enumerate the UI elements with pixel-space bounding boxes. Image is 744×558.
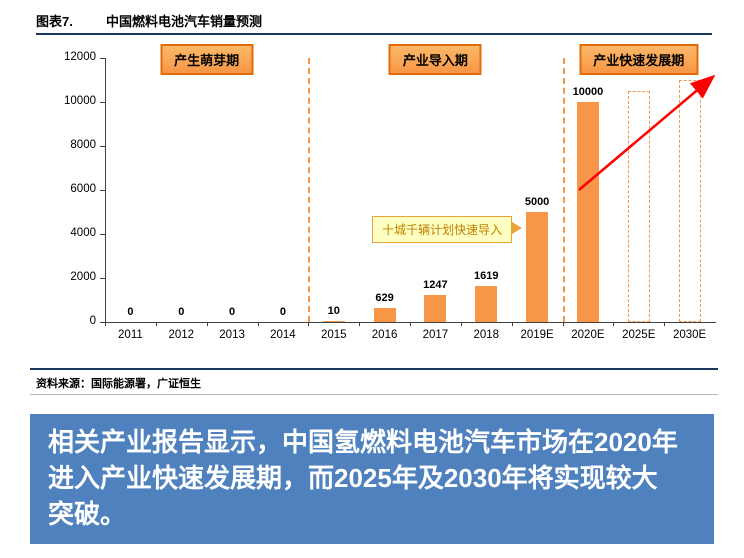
x-axis-tick: [206, 322, 208, 326]
phase-label-3: 产业快速发展期: [579, 44, 699, 75]
bar-value-label: 0: [178, 306, 185, 318]
callout: 十城千辆计划快速导入: [372, 216, 513, 243]
x-axis-tick: [664, 322, 666, 326]
y-axis-tick: [100, 190, 105, 191]
callout-pointer: [512, 222, 523, 234]
bar-value-label: 5000: [524, 196, 550, 208]
bar-value-label: 1247: [423, 278, 448, 291]
bar-2025E: [627, 91, 650, 322]
y-axis-label: 10000: [64, 95, 96, 107]
x-axis-tick: [105, 322, 106, 326]
x-axis-tick: [410, 322, 411, 326]
y-axis-tick: [100, 102, 105, 103]
y-axis-tick: [100, 58, 105, 59]
header-rule: [36, 33, 712, 35]
y-axis-tick: [100, 322, 105, 323]
x-axis-tick: [308, 322, 310, 326]
y-axis-label: 4000: [70, 227, 96, 239]
x-axis-label: 2015: [320, 329, 347, 341]
x-axis-line: [105, 322, 716, 323]
bar-2030E: [678, 80, 701, 322]
bar-2019E: [526, 212, 549, 322]
figure-number: 图表7.: [36, 14, 73, 29]
phase-label-2: 产业导入期: [388, 44, 482, 75]
x-axis-label: 2016: [371, 329, 398, 341]
source-note: 资料来源：国际能源署，广证恒生: [36, 375, 201, 391]
x-axis-tick: [155, 322, 157, 326]
source-prefix: 资料来源：: [36, 378, 91, 390]
x-axis-tick: [257, 322, 259, 326]
y-axis-tick: [100, 278, 105, 279]
bar-2016: [373, 308, 396, 322]
x-axis-tick: [613, 322, 615, 326]
bar-2017: [424, 294, 447, 322]
x-axis-label: 2017: [422, 329, 449, 341]
bar-2015: [322, 321, 345, 322]
figure-title: 中国燃料电池汽车销量预测: [106, 14, 263, 29]
bar-value-label: 0: [279, 306, 286, 318]
x-axis-label: 2012: [168, 329, 195, 341]
summary-line-3: 突破。: [48, 499, 127, 529]
bar-value-label: 0: [229, 306, 236, 318]
x-axis-label: 2018: [473, 329, 500, 341]
y-axis-tick: [100, 234, 105, 235]
phase-separator: [308, 58, 311, 322]
summary-banner: 相关产业报告显示，中国氢燃料电池汽车市场在2020年 进入产业快速发展期，而20…: [30, 414, 714, 544]
x-axis-label: 2014: [270, 329, 296, 341]
bar-value-label: 0: [127, 306, 134, 318]
y-axis-label: 0: [89, 315, 96, 327]
bar-2018: [475, 286, 498, 322]
y-axis-label: 6000: [70, 183, 96, 195]
fuel-cell-sales-forecast-chart: 0 2000 4000 6000 8000 10000 12000 产生萌芽期 产业导入期 产业快…: [30, 42, 730, 360]
x-axis-label: 2013: [219, 329, 245, 341]
summary-line-2: 进入产业快速发展期，而2025年及2030年将实现较大: [48, 463, 658, 493]
y-axis-label: 12000: [64, 51, 96, 63]
phase-label-1: 产生萌芽期: [160, 44, 254, 75]
x-axis-tick: [359, 322, 361, 326]
bar-value-label: 629: [375, 292, 394, 305]
y-axis-tick: [100, 146, 105, 147]
source-divider-bottom: [30, 394, 718, 395]
x-axis-tick: [562, 322, 564, 326]
x-axis-label: 2025E: [622, 329, 656, 341]
bar-2020E: [576, 102, 599, 322]
summary-line-1: 相关产业报告显示，中国氢燃料电池汽车市场在2020年: [48, 427, 678, 457]
x-axis-label: 2030E: [672, 329, 707, 341]
x-axis-label: 2011: [118, 329, 143, 341]
x-axis-tick: [511, 322, 513, 326]
x-axis-label: 2019E: [520, 329, 554, 341]
y-axis-line: [105, 58, 106, 322]
source-divider-top: [30, 368, 718, 370]
y-axis-label: 8000: [70, 139, 96, 151]
bar-value-label: 10000: [572, 86, 604, 98]
bar-value-label: 10: [327, 305, 340, 317]
phase-separator: [562, 58, 565, 322]
x-axis-label: 2020E: [571, 329, 605, 341]
y-axis-label: 2000: [70, 271, 96, 283]
bar-value-label: 1619: [474, 270, 499, 283]
source-value: 国际能源署，广证恒生: [91, 378, 201, 390]
x-axis-tick: [460, 322, 462, 326]
